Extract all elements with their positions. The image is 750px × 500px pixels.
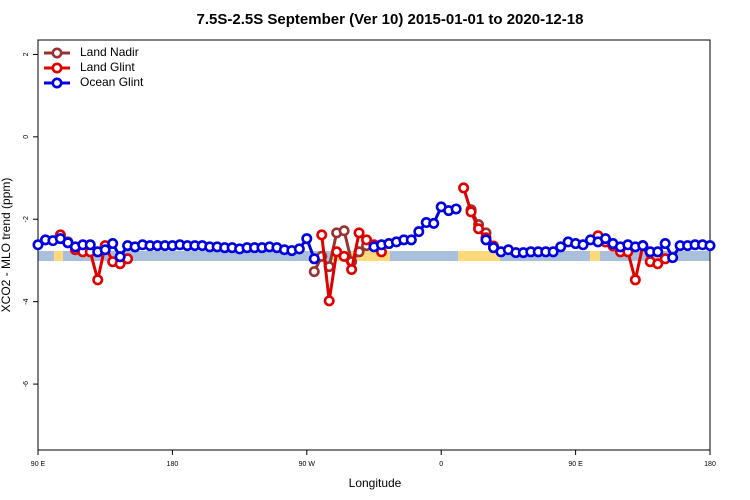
point xyxy=(114,251,126,263)
y-tick-label: 0 xyxy=(23,135,30,139)
point xyxy=(346,264,358,276)
point xyxy=(99,244,111,256)
point xyxy=(652,246,664,258)
point xyxy=(465,206,477,218)
point xyxy=(32,239,44,251)
x-tick-label: 180 xyxy=(704,461,716,468)
point xyxy=(316,229,328,241)
legend-marker xyxy=(51,77,63,89)
point xyxy=(323,295,335,307)
x-tick-label: 90 W xyxy=(299,461,316,468)
x-tick-label: 90 E xyxy=(31,461,46,468)
point xyxy=(353,227,365,239)
x-tick-label: 0 xyxy=(439,461,443,468)
point xyxy=(301,233,313,245)
point xyxy=(555,241,567,253)
chart-title: 7.5S-2.5S September (Ver 10) 2015-01-01 … xyxy=(197,11,584,28)
point xyxy=(577,239,589,251)
point xyxy=(331,246,343,258)
point xyxy=(480,234,492,246)
point xyxy=(450,203,462,215)
land-patch xyxy=(590,251,600,261)
point xyxy=(308,266,320,278)
x-axis-label: Longitude xyxy=(349,476,402,490)
point xyxy=(107,238,119,250)
land-patch xyxy=(54,251,63,261)
point xyxy=(413,226,425,238)
land-ocean-band xyxy=(38,251,710,261)
point xyxy=(473,223,485,235)
point xyxy=(84,239,96,251)
y-tick-label: -4 xyxy=(23,298,30,304)
y-tick-label: 2 xyxy=(23,52,30,56)
legend-marker xyxy=(51,62,63,74)
x-tick-label: 90 E xyxy=(568,461,583,468)
legend-label: Ocean Glint xyxy=(80,75,144,89)
point xyxy=(652,258,664,270)
point xyxy=(92,274,104,286)
point xyxy=(308,253,320,265)
legend-label: Land Glint xyxy=(80,60,135,74)
legend-label: Land Nadir xyxy=(80,45,139,59)
x-tick-label: 180 xyxy=(167,461,179,468)
y-axis-label: XCO2 - MLO trend (ppm) xyxy=(0,178,13,313)
point xyxy=(547,246,559,258)
point xyxy=(659,238,671,250)
y-tick-label: -6 xyxy=(23,381,30,387)
point xyxy=(599,233,611,245)
point xyxy=(704,240,716,252)
point xyxy=(361,234,373,246)
point xyxy=(338,250,350,262)
point xyxy=(428,217,440,229)
point xyxy=(458,182,470,194)
point xyxy=(667,252,679,264)
series xyxy=(32,201,716,265)
point xyxy=(293,243,305,255)
legend-marker xyxy=(51,47,63,59)
land-patch xyxy=(458,251,500,261)
point xyxy=(629,274,641,286)
land-patch xyxy=(655,254,661,261)
point xyxy=(338,225,350,237)
point xyxy=(637,240,649,252)
point xyxy=(405,234,417,246)
y-tick-label: -2 xyxy=(23,216,30,222)
